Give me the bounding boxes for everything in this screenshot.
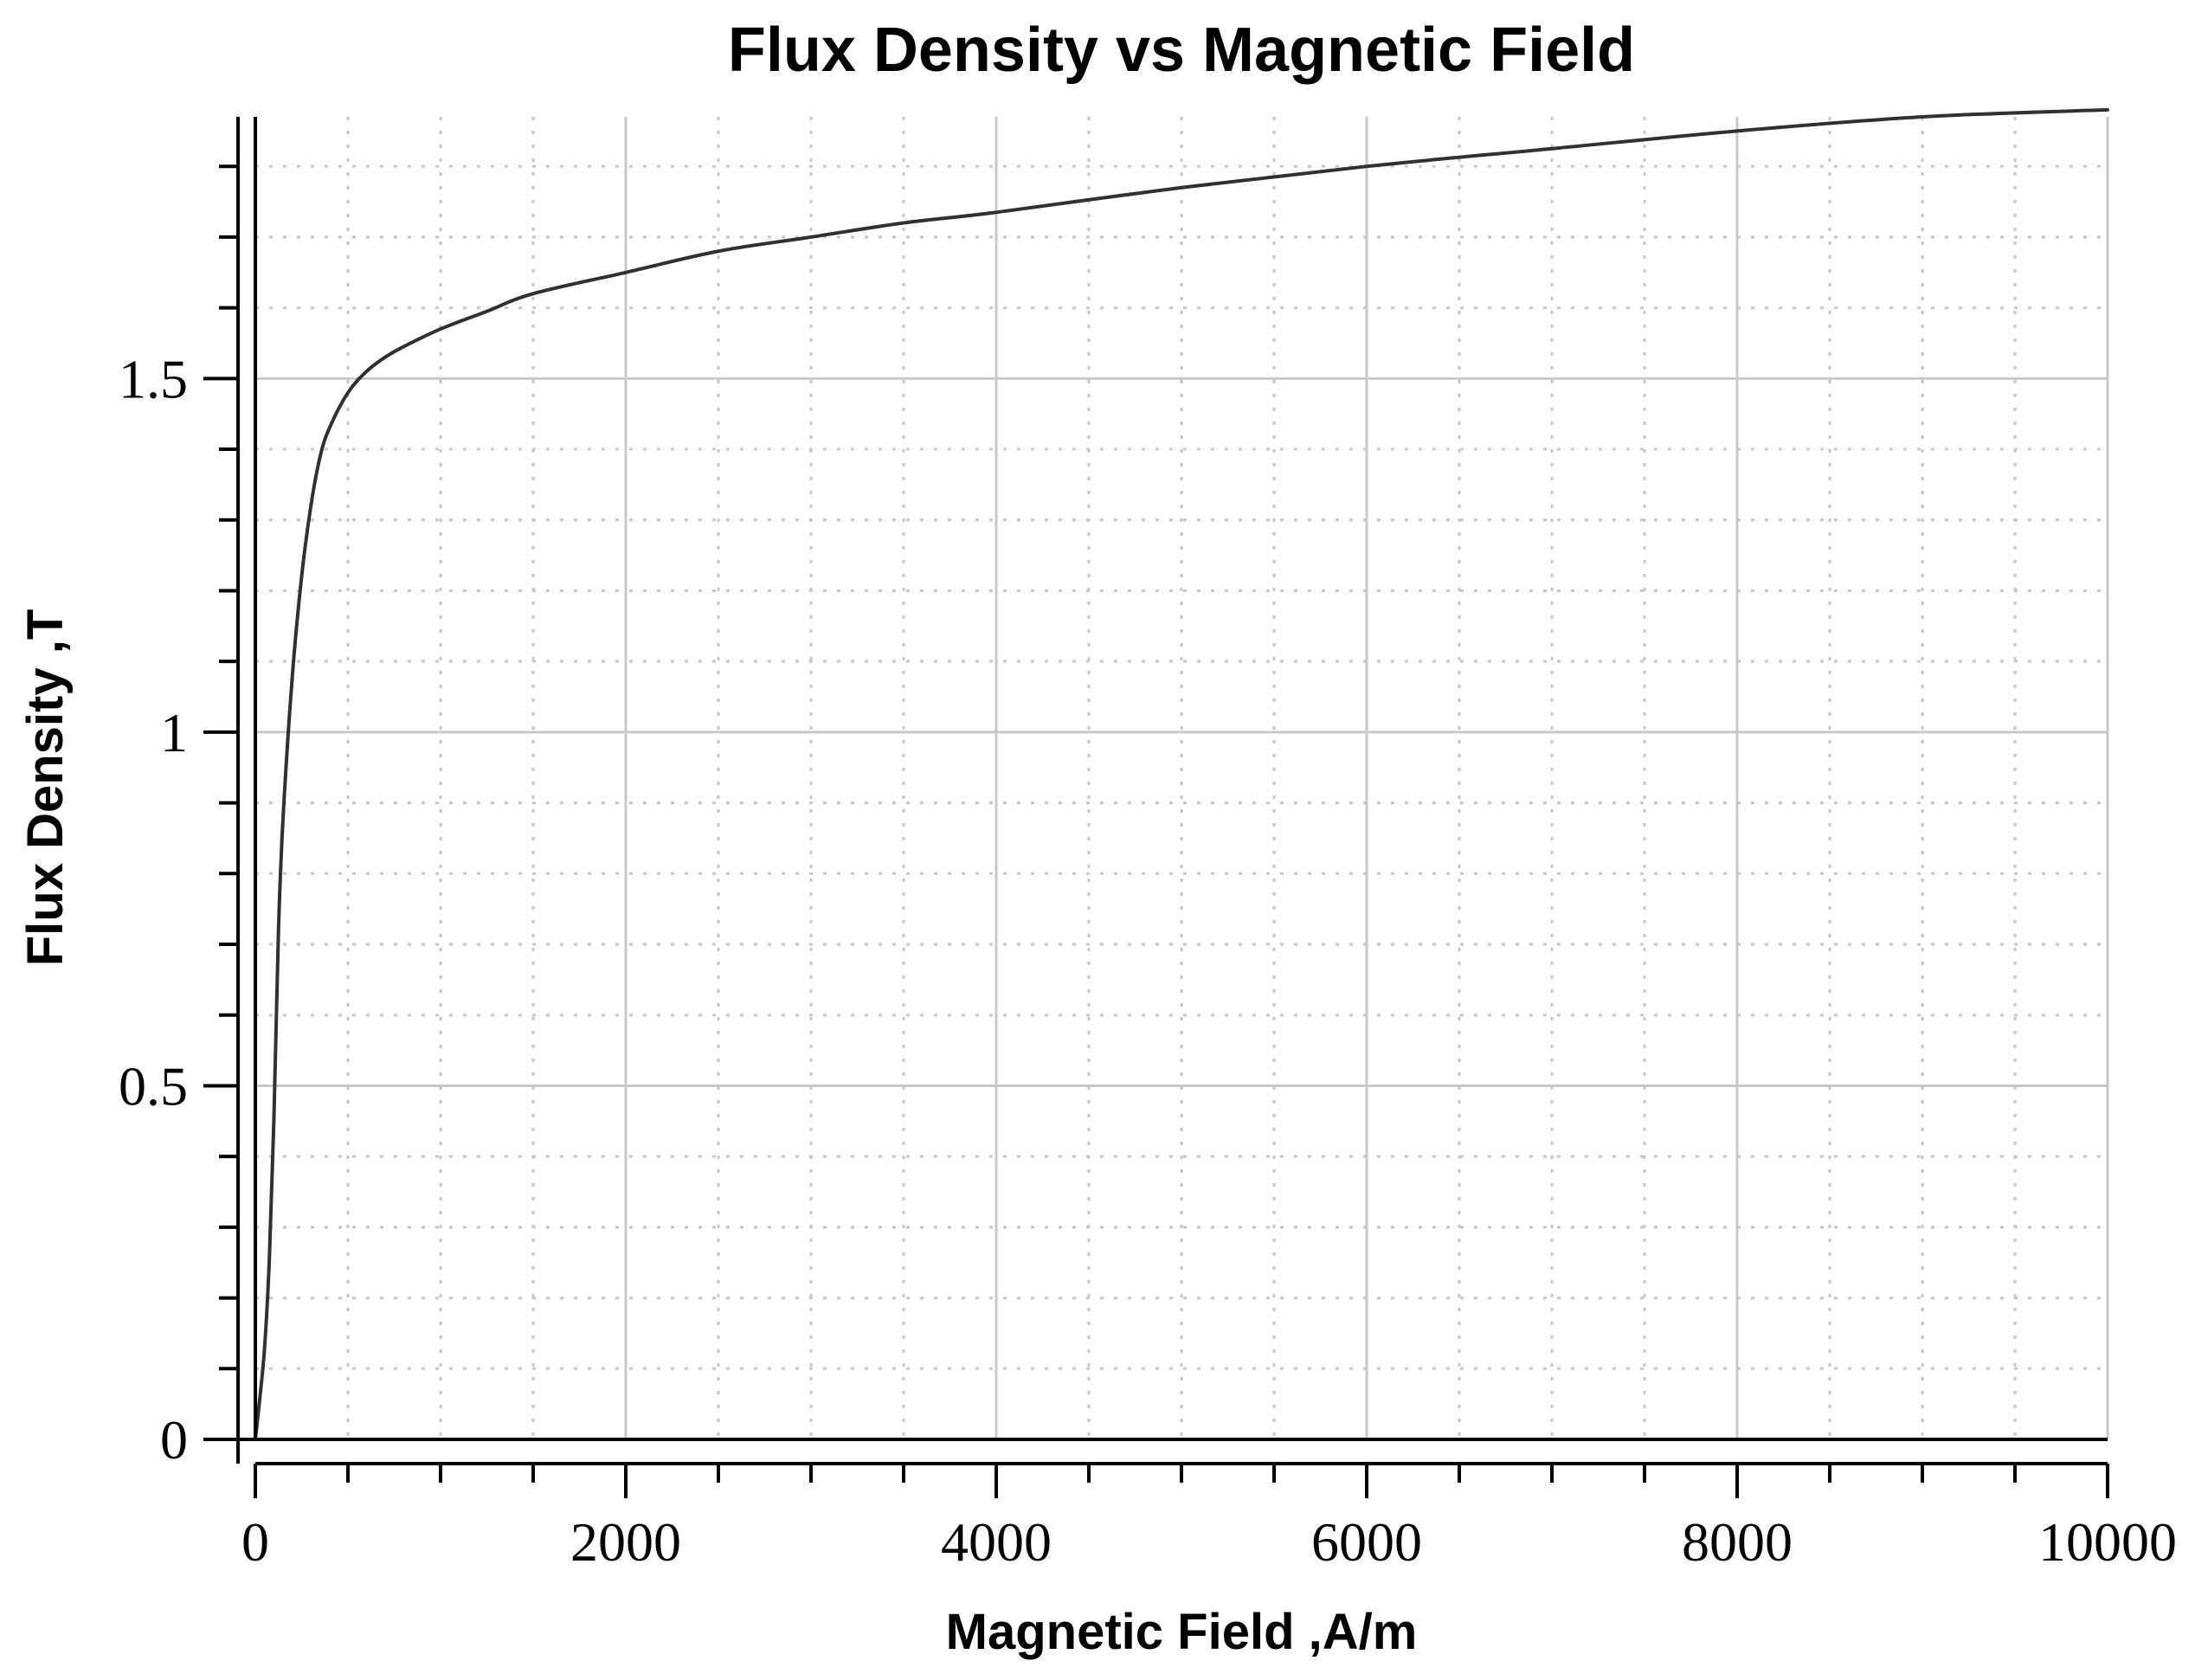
y-axis-label: Flux Density ,T	[17, 609, 74, 967]
ticks	[203, 164, 2109, 1498]
axes	[236, 117, 2108, 1465]
tick-labels: 0 2000 4000 6000 8000 10000 0 0.5 1 1.5	[119, 348, 2177, 1573]
x-tick-label: 2000	[570, 1511, 681, 1573]
x-tick-label: 4000	[941, 1511, 1052, 1573]
x-tick-label: 8000	[1682, 1511, 1793, 1573]
y-tick-label: 0	[160, 1409, 188, 1471]
x-tick-label: 6000	[1311, 1511, 1422, 1573]
series-line	[254, 107, 2109, 1441]
y-tick-label: 1	[160, 702, 188, 763]
y-tick-label: 0.5	[119, 1055, 188, 1117]
y-tick-label: 1.5	[119, 348, 188, 409]
x-tick-label: 10000	[2038, 1511, 2177, 1573]
chart-title: Flux Density vs Magnetic Field	[728, 16, 1635, 85]
x-axis-label: Magnetic Field ,A/m	[946, 1604, 1418, 1660]
grid	[255, 117, 2109, 1439]
x-tick-label: 0	[241, 1511, 269, 1573]
